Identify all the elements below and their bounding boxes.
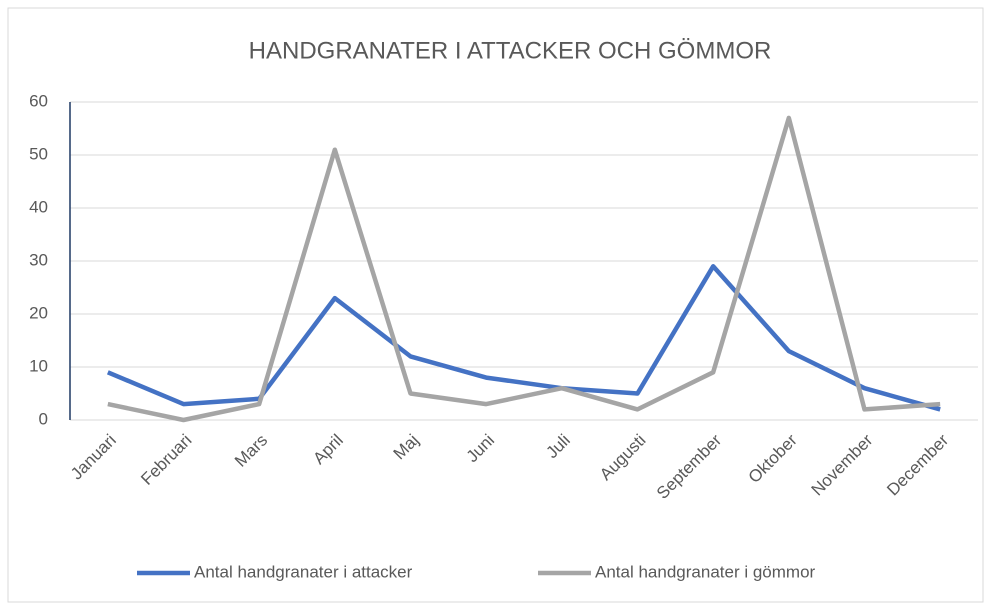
legend-label: Antal handgranater i gömmor bbox=[595, 562, 816, 581]
y-tick-label: 50 bbox=[29, 144, 48, 163]
chart-title: HANDGRANATER I ATTACKER OCH GÖMMOR bbox=[249, 37, 772, 64]
y-tick-label: 40 bbox=[29, 197, 48, 216]
series-line bbox=[106, 264, 941, 412]
chart-border bbox=[7, 7, 984, 603]
y-tick-label: 0 bbox=[39, 409, 48, 428]
y-tick-label: 10 bbox=[29, 356, 48, 375]
y-tick-label: 30 bbox=[29, 250, 48, 269]
y-tick-label: 20 bbox=[29, 303, 48, 322]
legend-label: Antal handgranater i attacker bbox=[194, 562, 413, 581]
series-line bbox=[107, 115, 941, 423]
y-tick-label: 60 bbox=[29, 91, 48, 110]
